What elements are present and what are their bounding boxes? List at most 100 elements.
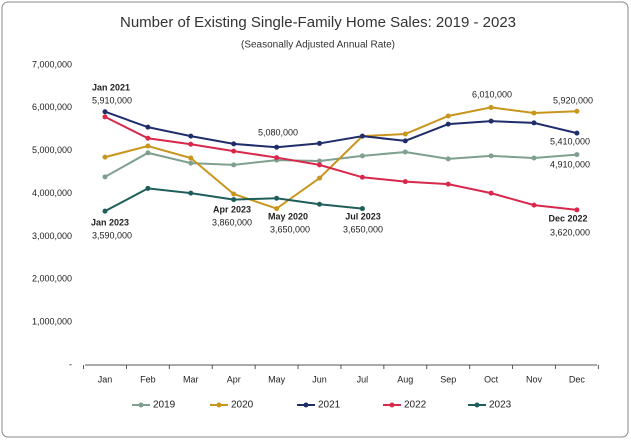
point — [317, 162, 322, 168]
point — [445, 113, 451, 119]
value-label: 3,620,000 — [550, 227, 590, 237]
annotation: Jan 2021 — [92, 82, 130, 92]
point — [359, 206, 365, 212]
point — [274, 195, 280, 201]
x-tick-label: Sep — [440, 374, 456, 384]
point — [188, 160, 194, 166]
point — [231, 148, 237, 154]
point — [188, 133, 194, 139]
y-tick-label: 1,000,000 — [32, 317, 72, 327]
y-tick-label: 7,000,000 — [32, 59, 72, 69]
point — [317, 175, 322, 181]
point — [574, 108, 580, 114]
annotation: Jan 2023 — [91, 217, 129, 227]
legend-label: 2020 — [231, 400, 254, 411]
point — [531, 120, 537, 126]
annotation: Jul 2023 — [345, 211, 381, 221]
point — [402, 131, 408, 137]
value-label: 3,860,000 — [212, 217, 252, 227]
point — [231, 162, 237, 168]
point — [274, 155, 280, 161]
value-label: 6,010,000 — [472, 89, 512, 99]
point — [574, 130, 580, 136]
point — [317, 158, 322, 164]
point — [102, 154, 108, 160]
value-label: 3,650,000 — [270, 224, 310, 234]
x-tick-label: Mar — [183, 374, 199, 384]
point — [145, 150, 151, 156]
point — [402, 149, 408, 155]
point — [145, 185, 151, 191]
annotation: Dec 2022 — [548, 213, 587, 223]
point — [188, 155, 194, 161]
x-tick-label: May — [268, 374, 286, 384]
point — [145, 143, 151, 149]
point — [531, 110, 537, 116]
legend-dot — [138, 402, 144, 408]
point — [317, 201, 322, 207]
point — [531, 155, 537, 161]
legend-label: 2023 — [489, 400, 512, 411]
point — [359, 174, 365, 180]
value-label: 5,910,000 — [92, 95, 132, 105]
point — [231, 141, 237, 147]
point — [145, 135, 151, 141]
x-tick-label: Dec — [569, 374, 586, 384]
point — [445, 181, 451, 187]
point — [145, 124, 151, 130]
x-tick-label: Jul — [357, 374, 369, 384]
point — [274, 206, 280, 212]
point — [402, 138, 408, 144]
point — [402, 179, 408, 185]
legend-label: 2022 — [404, 400, 427, 411]
legend-dot — [389, 402, 395, 408]
x-tick-label: Nov — [526, 374, 543, 384]
legend-label: 2021 — [318, 400, 341, 411]
point — [488, 190, 494, 196]
value-label: 3,590,000 — [92, 230, 132, 240]
x-tick-label: Feb — [140, 374, 156, 384]
point — [102, 114, 108, 120]
point — [188, 190, 194, 196]
value-label: 3,650,000 — [343, 224, 383, 234]
value-label: 5,080,000 — [258, 127, 298, 137]
legend-dot — [474, 402, 480, 408]
point — [445, 121, 451, 127]
value-label: 5,920,000 — [553, 95, 593, 105]
legend-dot — [216, 402, 222, 408]
point — [488, 104, 494, 110]
point — [574, 207, 580, 213]
chart-subtitle: (Seasonally Adjusted Annual Rate) — [241, 40, 395, 51]
point — [359, 133, 365, 139]
y-tick-label: - — [69, 359, 72, 369]
point — [531, 202, 537, 208]
x-tick-label: Jun — [312, 374, 327, 384]
point — [488, 118, 494, 124]
point — [445, 156, 451, 162]
y-tick-label: 6,000,000 — [32, 102, 72, 112]
point — [102, 109, 108, 115]
point — [188, 141, 194, 147]
series-line — [104, 110, 578, 149]
series-line — [104, 106, 577, 210]
y-tick-label: 4,000,000 — [32, 188, 72, 198]
annotation: May 2020 — [268, 211, 308, 221]
x-tick-label: Jan — [98, 374, 113, 384]
point — [274, 144, 280, 150]
x-tick-label: Oct — [484, 374, 499, 384]
x-tick-label: Aug — [397, 374, 413, 384]
point — [231, 191, 237, 197]
point — [574, 152, 580, 158]
legend-label: 2019 — [153, 400, 176, 411]
y-tick-label: 5,000,000 — [32, 145, 72, 155]
point — [488, 153, 494, 159]
x-tick-label: Apr — [227, 374, 241, 384]
y-tick-label: 3,000,000 — [32, 231, 72, 241]
value-label: 4,910,000 — [550, 159, 590, 169]
chart-title: Number of Existing Single-Family Home Sa… — [120, 14, 516, 31]
legend-dot — [303, 402, 309, 408]
point — [317, 140, 322, 146]
annotation: Apr 2023 — [213, 204, 251, 214]
point — [231, 197, 237, 203]
